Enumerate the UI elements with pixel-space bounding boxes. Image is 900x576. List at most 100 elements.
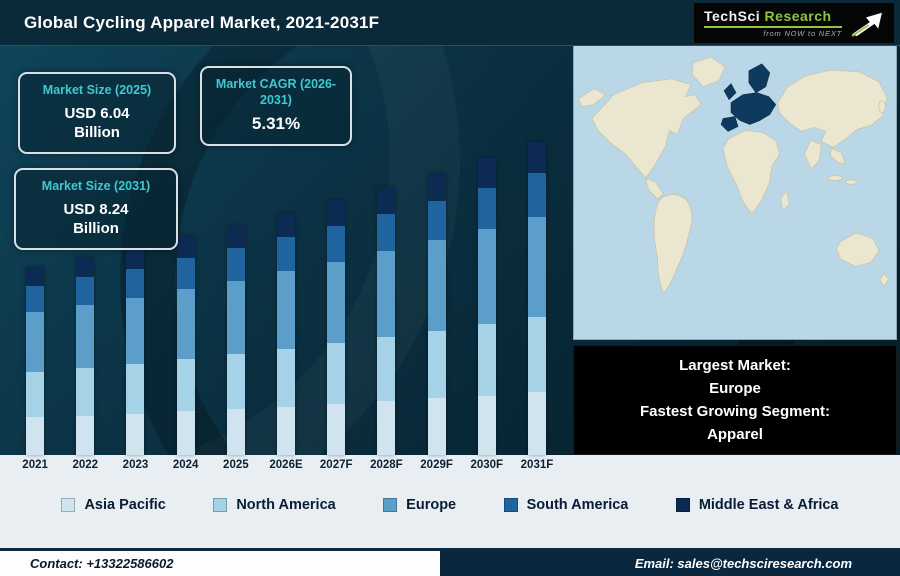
bar-segment-south-america xyxy=(527,173,546,217)
bar-column-2021 xyxy=(10,55,60,455)
stat-label: Market Size (2025) xyxy=(42,83,152,97)
map-japan xyxy=(878,100,886,113)
bar-segment-north-america xyxy=(477,324,496,396)
x-axis-label-2030F: 2030F xyxy=(470,459,504,471)
bar-column-2022 xyxy=(60,55,110,455)
bar-segment-europe xyxy=(427,240,446,331)
map-asia xyxy=(777,69,888,148)
bar-stack xyxy=(26,267,45,455)
bar-segment-europe xyxy=(327,261,346,343)
market-size-2025-card: Market Size (2025) USD 6.04 Billion xyxy=(18,72,176,154)
map-scandinavia-highlight xyxy=(748,63,771,94)
bar-segment-europe xyxy=(176,289,195,359)
bar-column-2030F xyxy=(462,55,512,455)
footer-bar: Contact: +13322586602 Email: sales@techs… xyxy=(0,548,900,576)
x-axis-label-2023: 2023 xyxy=(122,459,149,471)
x-axis-labels: 2021 2022 2023 2024 2025 2026E 2027F 2028F 2029F… xyxy=(10,459,562,471)
legend-item-europe: Europe xyxy=(383,497,456,513)
contact-text: Contact: +13322586602 xyxy=(30,556,174,571)
bar-chart xyxy=(10,55,562,455)
bar-stack xyxy=(226,225,245,455)
bar-segment-asia-pacific xyxy=(527,392,546,455)
stat-value: USD 6.04 xyxy=(64,104,130,122)
bar-segment-north-america xyxy=(176,358,195,412)
logo-underline xyxy=(704,26,842,28)
bar-column-2029F xyxy=(412,55,462,455)
map-southeast-asia xyxy=(829,147,846,165)
map-madagascar xyxy=(780,190,791,212)
market-size-2031-card: Market Size (2031) USD 8.24 Billion xyxy=(14,168,178,250)
legend-label-south-america: South America xyxy=(526,497,629,513)
bar-segment-north-america xyxy=(226,353,245,409)
fastest-segment-value: Apparel xyxy=(707,426,763,444)
bar-segment-middle-east-africa xyxy=(76,257,95,278)
bar-segment-south-america xyxy=(327,225,346,262)
bar-segment-south-america xyxy=(26,286,45,313)
bar-column-2028F xyxy=(361,55,411,455)
x-axis-label-2028F: 2028F xyxy=(370,459,403,471)
logo-tagline: from NOW to NEXT xyxy=(763,29,842,38)
bar-segment-south-america xyxy=(126,268,145,298)
bar-segment-asia-pacific xyxy=(277,406,296,455)
bar-segment-middle-east-africa xyxy=(26,267,45,287)
bar-segment-north-america xyxy=(327,342,346,405)
bar-segment-middle-east-africa xyxy=(327,200,346,226)
key-facts-box: Largest Market: Europe Fastest Growing S… xyxy=(573,345,897,455)
bar-segment-asia-pacific xyxy=(427,398,446,455)
bar-column-2031F xyxy=(512,55,562,455)
legend-swatch-middle-east-africa xyxy=(675,498,690,512)
bar-segment-middle-east-africa xyxy=(126,247,145,269)
bar-stack xyxy=(176,236,195,455)
bar-segment-south-america xyxy=(477,187,496,230)
x-axis-label-2026E: 2026E xyxy=(269,459,303,471)
x-axis-label-2022: 2022 xyxy=(72,459,99,471)
bar-column-2026E xyxy=(261,55,311,455)
bar-stack xyxy=(277,213,296,455)
bar-segment-asia-pacific xyxy=(26,417,45,455)
map-new-zealand xyxy=(879,272,890,288)
bar-stack xyxy=(527,141,546,455)
bar-segment-europe xyxy=(76,304,95,368)
bar-segment-middle-east-africa xyxy=(477,158,496,188)
footer-contact: Contact: +13322586602 xyxy=(0,551,440,576)
bar-segment-europe xyxy=(377,251,396,338)
largest-market-value: Europe xyxy=(709,379,761,397)
x-axis-label-2027F: 2027F xyxy=(319,459,353,471)
stat-unit: Billion xyxy=(73,220,119,238)
legend-label-asia-pacific: Asia Pacific xyxy=(84,497,166,513)
legend: Asia Pacific North America Europe South Ame… xyxy=(0,497,900,513)
bar-segment-north-america xyxy=(76,368,95,416)
logo-text: TechSci Research from NOW to NEXT xyxy=(704,8,842,38)
bottom-band xyxy=(0,455,900,548)
bar-stack xyxy=(377,186,396,455)
bar-stack xyxy=(427,172,446,455)
bar-segment-south-america xyxy=(226,248,245,281)
legend-swatch-europe xyxy=(383,498,398,512)
bar-column-2025 xyxy=(211,55,261,455)
bar-segment-middle-east-africa xyxy=(377,186,396,214)
map-india xyxy=(804,139,822,170)
map-uk-highlight xyxy=(723,83,737,101)
bar-segment-asia-pacific xyxy=(327,404,346,455)
bar-segment-south-america xyxy=(76,277,95,305)
bar-segment-middle-east-africa xyxy=(277,213,296,238)
bar-segment-south-america xyxy=(427,200,446,241)
map-africa xyxy=(722,130,781,215)
stat-value: USD 8.24 xyxy=(63,200,129,218)
techsci-logo: TechSci Research from NOW to NEXT xyxy=(694,3,894,43)
bar-segment-europe xyxy=(126,297,145,364)
legend-item-asia-pacific: Asia Pacific xyxy=(61,497,166,513)
x-axis-label-2024: 2024 xyxy=(172,459,199,471)
bar-segment-middle-east-africa xyxy=(527,141,546,174)
bar-segment-asia-pacific xyxy=(126,413,145,455)
map-central-america xyxy=(645,177,665,200)
logo-arrow-icon xyxy=(851,12,882,37)
map-europe-highlight xyxy=(730,92,777,125)
page-title: Global Cycling Apparel Market, 2021-2031… xyxy=(24,13,380,32)
legend-swatch-north-america xyxy=(213,498,228,512)
logo-brand-secondary: Research xyxy=(764,8,832,24)
legend-swatch-south-america xyxy=(503,498,518,512)
bar-segment-south-america xyxy=(277,237,296,272)
map-indonesia xyxy=(844,179,858,185)
bar-segment-europe xyxy=(477,229,496,325)
